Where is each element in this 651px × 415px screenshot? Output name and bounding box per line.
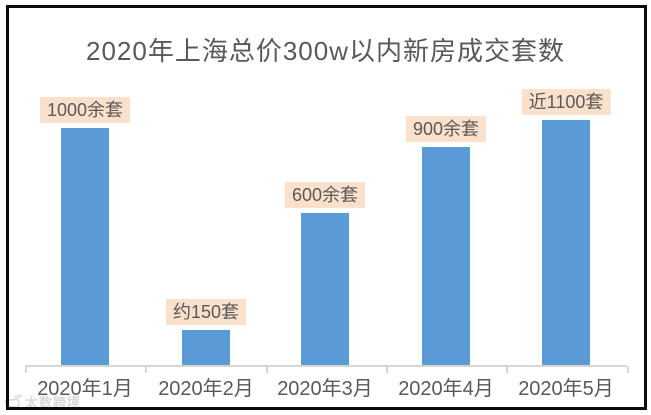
bar	[182, 330, 230, 366]
x-axis-label: 2020年3月	[277, 378, 373, 400]
bar	[61, 128, 109, 366]
watermark-text: 太数跨境	[25, 395, 82, 410]
x-axis-tick	[506, 366, 508, 373]
watermark: 太数跨境	[4, 392, 81, 411]
x-axis-label: 2020年1月	[37, 378, 133, 400]
x-axis-tick	[25, 366, 27, 373]
chart-title: 2020年上海总价300w以内新房成交套数	[86, 36, 565, 66]
x-axis-tick	[266, 366, 268, 373]
bar	[301, 213, 349, 366]
x-axis-label: 2020年4月	[398, 378, 494, 400]
x-axis-tick	[145, 366, 147, 373]
bar-value-label: 600余套	[284, 182, 366, 208]
bar	[542, 120, 590, 366]
bar-value-label: 1000余套	[39, 97, 131, 123]
bar-value-label: 约150套	[165, 299, 247, 325]
x-axis-line	[25, 365, 627, 367]
x-axis-label: 2020年2月	[158, 378, 254, 400]
bar-value-label: 近1100套	[521, 89, 611, 115]
x-axis-label: 2020年5月	[518, 378, 614, 400]
x-axis-tick	[386, 366, 388, 373]
x-axis-tick	[627, 366, 629, 373]
bar-value-label: 900余套	[405, 116, 487, 142]
bar	[422, 147, 470, 366]
watermark-logo-icon	[4, 394, 22, 409]
